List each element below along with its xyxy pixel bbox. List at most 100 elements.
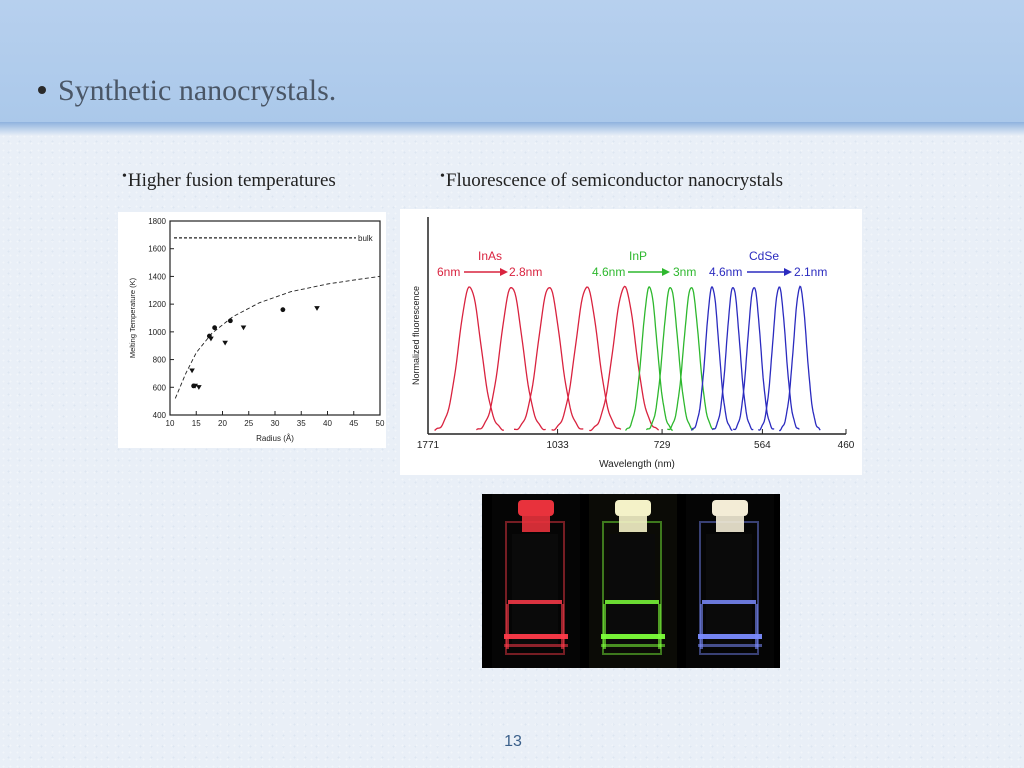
x-axis-label: Wavelength (nm) xyxy=(599,459,675,470)
bullet-icon: • xyxy=(440,169,445,184)
inp-from-label: 4.6nm xyxy=(592,265,625,279)
slide-title: Synthetic nanocrystals. xyxy=(38,74,336,114)
inp-peak xyxy=(645,287,694,431)
data-point xyxy=(208,336,214,342)
vial-glow-meniscus xyxy=(508,600,562,604)
vial xyxy=(492,494,580,668)
data-point xyxy=(314,306,320,311)
cdse-arrowhead xyxy=(784,268,792,276)
vial-cap-neck xyxy=(716,514,744,532)
inas-arrowhead xyxy=(500,268,508,276)
y-tick-label: 1800 xyxy=(148,217,166,226)
melting-temperature-chart: 400 600 800 1000 1200 1400 1600 1800 10 15 20 25 30 3… xyxy=(128,217,385,443)
right-heading: •Fluorescence of semiconductor nanocryst… xyxy=(440,169,784,192)
y-tick-label: 800 xyxy=(153,356,167,365)
vial-glow-meniscus xyxy=(605,600,659,604)
vials-photo xyxy=(482,494,780,668)
vial xyxy=(686,494,774,668)
x-tick-label: 35 xyxy=(297,419,306,428)
title-band xyxy=(0,0,1024,128)
fit-curve xyxy=(174,275,381,399)
left-heading: •Higher fusion temperatures xyxy=(122,169,336,192)
vial-glow-bottom xyxy=(698,634,762,639)
vial-cap xyxy=(518,500,554,516)
vial-glow-edge xyxy=(561,604,564,649)
cdse-peak xyxy=(711,286,754,431)
page-number: 13 xyxy=(504,733,522,750)
vial-glow-edge xyxy=(658,604,661,649)
inp-peak xyxy=(624,286,673,431)
inas-from-label: 6nm xyxy=(437,265,460,279)
cdse-peak xyxy=(757,286,800,431)
bulk-annotation: bulk xyxy=(358,234,374,243)
x-tick-label: 10 xyxy=(166,419,175,428)
inp-peak xyxy=(667,286,715,431)
title-band-edge xyxy=(0,122,1024,136)
y-tick-label: 1600 xyxy=(148,245,166,254)
inas-peak xyxy=(434,286,504,431)
cdse-label: CdSe xyxy=(749,249,779,263)
y-axis-label: Melting Temperature (K) xyxy=(128,277,137,358)
fluorescence-chart-panel: 1771 1033 729 564 460 Wavelength (nm) Normaliz… xyxy=(400,209,862,475)
vial-glow-bottom xyxy=(504,634,568,639)
cdse-peak xyxy=(733,286,775,431)
inas-peak xyxy=(551,286,622,431)
slide-title-text: Synthetic nanocrystals. xyxy=(58,74,337,107)
fluorescence-chart: 1771 1033 729 564 460 Wavelength (nm) Normaliz… xyxy=(411,217,855,470)
bullet-icon xyxy=(38,86,46,95)
x-tick-label: 45 xyxy=(349,419,358,428)
vial-glow-edge xyxy=(506,604,509,649)
data-point xyxy=(192,383,198,389)
inas-peak xyxy=(476,287,546,431)
x-tick-label: 25 xyxy=(244,419,253,428)
vial-cap xyxy=(712,500,748,516)
vial-interior xyxy=(512,534,558,644)
x-axis-label: Radius (Å) xyxy=(256,434,294,443)
plot-frame xyxy=(169,220,381,416)
x-tick-label: 1771 xyxy=(417,440,440,451)
vial-glow-meniscus xyxy=(702,600,756,604)
inp-arrowhead xyxy=(662,268,670,276)
x-tick-label: 1033 xyxy=(546,440,569,451)
data-point xyxy=(240,325,247,331)
vial-interior xyxy=(609,534,655,644)
right-heading-text: Fluorescence of semiconductor nanocrysta… xyxy=(445,170,784,191)
vial-glow-edge xyxy=(700,604,703,649)
inp-to-label: 3nm xyxy=(673,265,696,279)
x-tick-label: 564 xyxy=(754,440,771,451)
vial-cap-neck xyxy=(619,514,647,532)
y-tick-label: 1000 xyxy=(148,328,166,337)
inas-peak xyxy=(514,287,584,431)
x-tick-label: 15 xyxy=(192,419,201,428)
x-tick-label: 40 xyxy=(323,419,332,428)
x-tick-label: 460 xyxy=(838,440,855,451)
data-point xyxy=(189,368,195,374)
cdse-to-label: 2.1nm xyxy=(794,265,827,279)
data-point xyxy=(222,340,228,346)
inas-label: InAs xyxy=(478,249,502,263)
vial-glow-base xyxy=(601,644,665,647)
y-tick-label: 1200 xyxy=(148,300,166,309)
y-tick-label: 600 xyxy=(153,383,167,392)
data-point xyxy=(280,307,286,313)
inas-peak xyxy=(589,285,660,432)
data-point xyxy=(212,325,218,331)
vial-cap xyxy=(615,500,651,516)
cdse-peak xyxy=(690,286,733,431)
y-tick-label: 1400 xyxy=(148,272,166,281)
vial-interior xyxy=(706,534,752,644)
melting-chart-panel: 400 600 800 1000 1200 1400 1600 1800 10 15 20 25 30 3… xyxy=(118,212,386,448)
vial-cap-neck xyxy=(522,514,550,532)
vials-photo-image xyxy=(492,494,774,668)
vial-glow-base xyxy=(504,644,568,647)
x-tick-label: 50 xyxy=(376,419,385,428)
y-tick-label: 400 xyxy=(153,411,167,420)
x-tick-label: 20 xyxy=(218,419,227,428)
cdse-from-label: 4.6nm xyxy=(709,265,742,279)
data-point xyxy=(227,318,233,324)
y-axis-label: Normalized fluorescence xyxy=(411,286,421,385)
vial xyxy=(589,494,677,668)
inp-label: InP xyxy=(629,249,647,263)
vial-glow-edge xyxy=(603,604,606,649)
vial-glow-edge xyxy=(755,604,758,649)
